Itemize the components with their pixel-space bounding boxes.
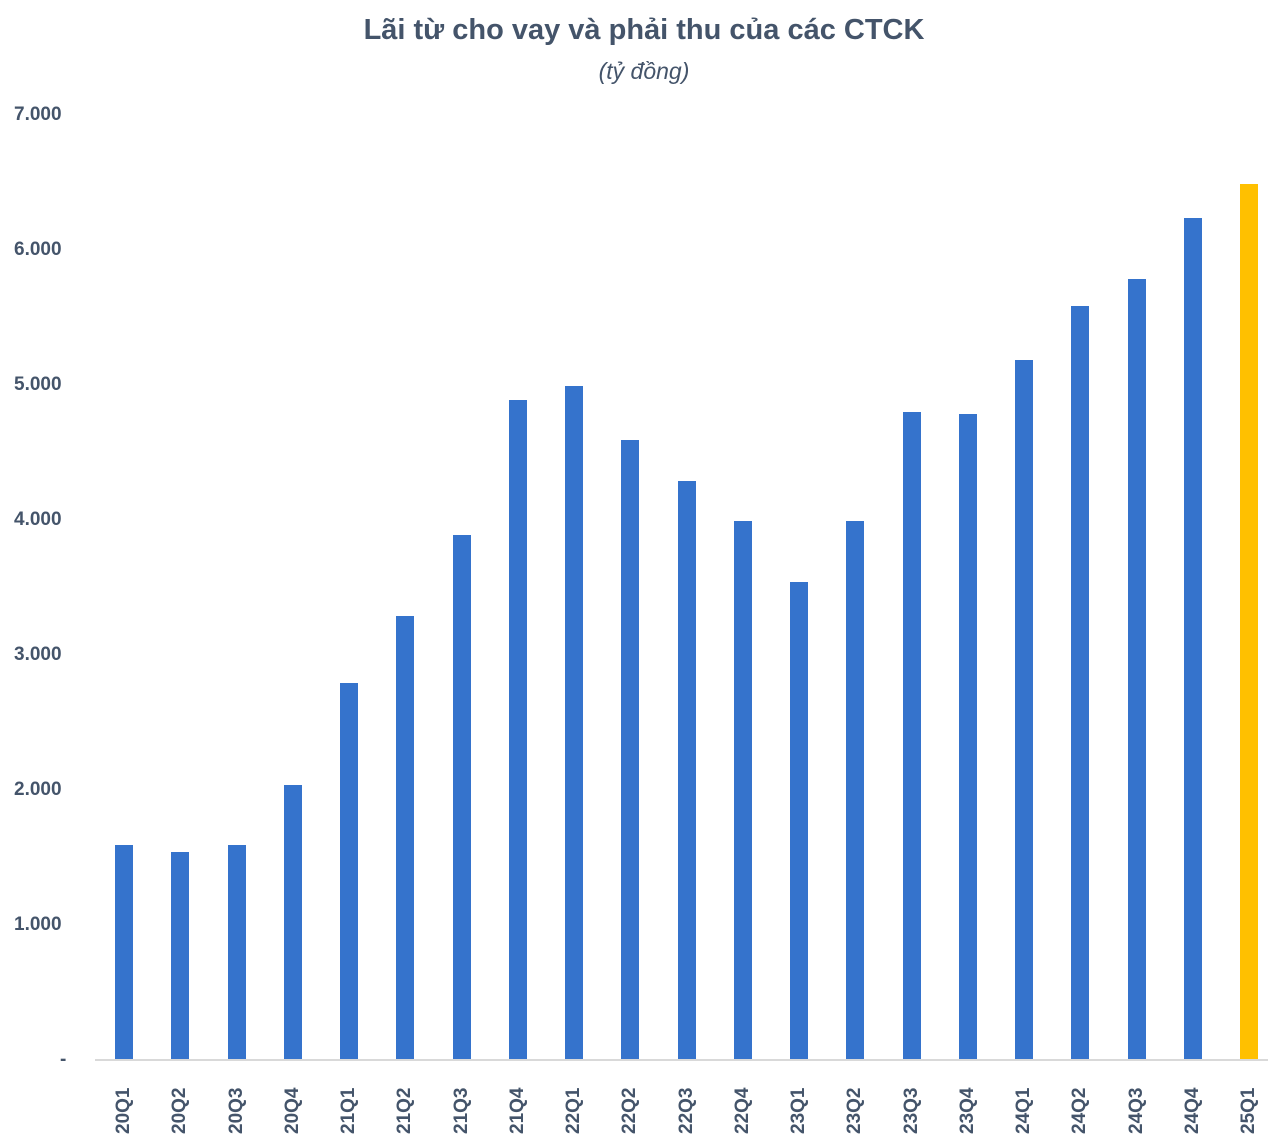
y-tick-label: 5.000 — [14, 374, 62, 395]
x-tick-label: 22Q3 — [675, 1087, 697, 1134]
x-tick: 24Q1 — [1013, 1072, 1034, 1134]
x-tick-label: 20Q2 — [169, 1087, 191, 1134]
x-tick: 22Q4 — [731, 1072, 753, 1134]
bar-25q1 — [1240, 183, 1258, 1060]
x-tick-label: 21Q1 — [338, 1087, 359, 1134]
bar-24q1 — [1015, 360, 1033, 1060]
x-tick: 23Q4 — [956, 1072, 978, 1134]
x-tick-label: 24Q2 — [1069, 1087, 1091, 1134]
y-tick-label: 4.000 — [14, 509, 62, 530]
bar-21q2 — [396, 615, 415, 1060]
x-tick: 20Q4 — [281, 1072, 303, 1134]
bar-23q4 — [958, 414, 977, 1060]
bar-20q4 — [283, 784, 302, 1060]
x-tick: 21Q3 — [450, 1072, 472, 1134]
x-tick: 21Q4 — [506, 1072, 528, 1134]
bar-20q2 — [171, 852, 190, 1060]
x-tick-label: 24Q1 — [1013, 1087, 1034, 1134]
y-tick-label: 3.000 — [14, 644, 62, 665]
x-tick-label: 21Q3 — [450, 1087, 472, 1134]
y-tick-label: 2.000 — [14, 779, 62, 800]
bar-20q1 — [115, 845, 133, 1060]
x-tick: 25Q1 — [1238, 1072, 1259, 1134]
x-tick: 23Q3 — [900, 1072, 922, 1134]
x-tick: 22Q2 — [619, 1072, 641, 1134]
bar-21q4 — [508, 399, 527, 1060]
x-tick-label: 23Q4 — [956, 1087, 978, 1134]
x-tick: 20Q3 — [225, 1072, 247, 1134]
bar-23q3 — [902, 412, 921, 1060]
bar-21q3 — [452, 534, 471, 1060]
x-tick-label: 25Q1 — [1238, 1087, 1259, 1134]
bar-24q2 — [1071, 306, 1090, 1060]
x-tick: 22Q3 — [675, 1072, 697, 1134]
chart-title: Lãi từ cho vay và phải thu của các CTCK — [363, 14, 925, 46]
bar-24q4 — [1183, 218, 1202, 1060]
x-tick-label: 22Q1 — [563, 1087, 584, 1134]
x-tick-label: 21Q4 — [506, 1087, 528, 1134]
x-tick: 23Q1 — [788, 1072, 809, 1134]
x-axis-line — [95, 1059, 1268, 1061]
bar-21q1 — [340, 683, 358, 1060]
x-tick: 24Q3 — [1125, 1072, 1147, 1134]
bar-22q3 — [677, 480, 696, 1060]
chart-subtitle: (tỷ đồng) — [598, 58, 690, 84]
x-tick-label: 20Q1 — [113, 1087, 134, 1134]
bar-23q2 — [846, 521, 865, 1060]
x-tick: 21Q2 — [394, 1072, 416, 1134]
bar-24q3 — [1127, 279, 1146, 1060]
x-tick: 20Q2 — [169, 1072, 191, 1134]
x-tick-label: 24Q3 — [1125, 1087, 1147, 1134]
x-tick-label: 24Q4 — [1181, 1087, 1203, 1134]
x-tick-label: 20Q3 — [225, 1087, 247, 1134]
x-tick-label: 23Q1 — [788, 1087, 809, 1134]
x-tick-label: 21Q2 — [394, 1087, 416, 1134]
x-tick: 24Q4 — [1181, 1072, 1203, 1134]
bar-20q3 — [227, 845, 246, 1060]
bar-22q4 — [733, 521, 752, 1060]
x-tick: 21Q1 — [338, 1072, 359, 1134]
y-tick-label: 1.000 — [14, 914, 62, 935]
x-tick: 22Q1 — [563, 1072, 584, 1134]
bar-23q1 — [790, 582, 808, 1060]
plot-area — [95, 0, 1268, 1060]
x-tick-label: 23Q2 — [844, 1087, 866, 1134]
bar-22q2 — [621, 440, 640, 1060]
y-tick-label: 7.000 — [14, 104, 62, 125]
x-tick: 20Q1 — [113, 1072, 134, 1134]
x-tick: 23Q2 — [844, 1072, 866, 1134]
y-tick-label: 6.000 — [14, 239, 62, 260]
x-tick-label: 23Q3 — [900, 1087, 922, 1134]
x-tick-label: 22Q4 — [731, 1087, 753, 1134]
x-tick-label: 20Q4 — [281, 1087, 303, 1134]
x-tick: 24Q2 — [1069, 1072, 1091, 1134]
bar-22q1 — [565, 386, 583, 1060]
y-tick-label: - — [60, 1049, 67, 1070]
x-tick-label: 22Q2 — [619, 1087, 641, 1134]
